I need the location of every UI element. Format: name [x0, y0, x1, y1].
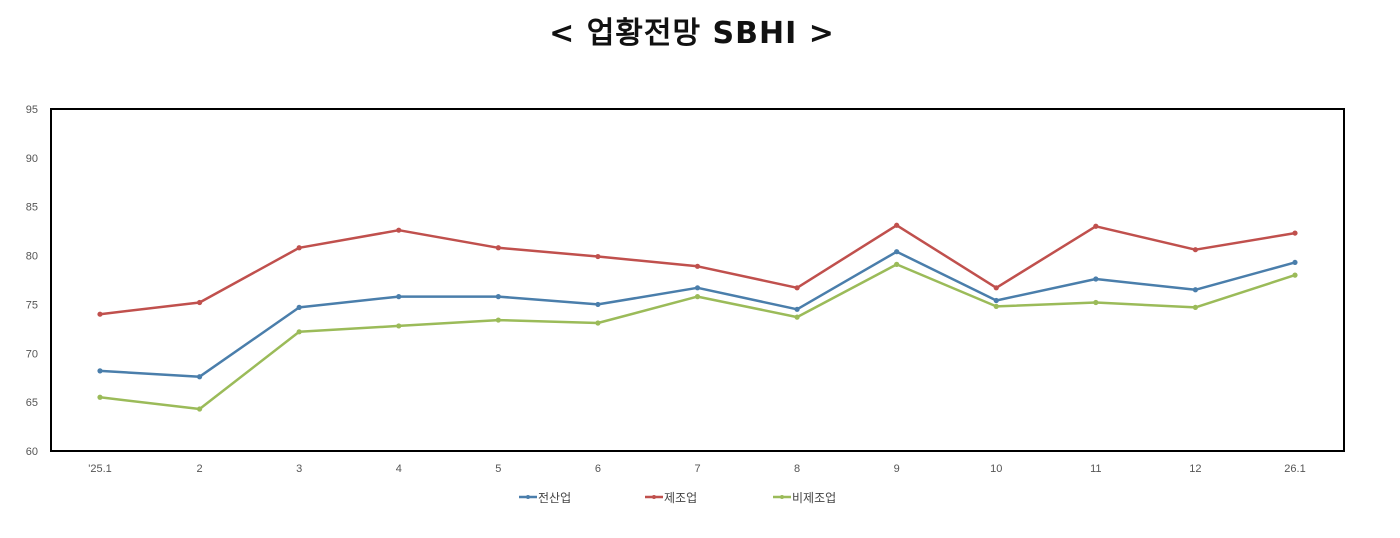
plot-area	[50, 108, 1345, 452]
legend-label: 비제조업	[792, 491, 836, 505]
data-point-marker	[1192, 247, 1199, 253]
data-point-marker	[694, 294, 701, 300]
x-tick-label: 4	[396, 463, 402, 475]
data-point-marker	[196, 406, 203, 412]
data-point-marker	[196, 374, 203, 380]
x-tick-label: 8	[794, 463, 800, 475]
chart-title: < 업황전망 SBHI >	[549, 16, 835, 51]
x-tick-label: 5	[495, 463, 501, 475]
data-point-marker	[296, 304, 302, 310]
data-point-marker	[1292, 230, 1298, 236]
data-point-marker	[993, 303, 999, 309]
series-lines	[97, 222, 1298, 412]
x-tick-label: 7	[694, 463, 700, 475]
data-point-marker	[1292, 259, 1298, 266]
data-point-marker	[495, 245, 501, 251]
data-point-marker	[296, 329, 302, 335]
data-point-marker	[296, 245, 302, 251]
legend-item: 제조업	[645, 491, 697, 505]
legend-marker	[526, 495, 530, 499]
y-tick-label: 75	[26, 299, 38, 311]
data-point-marker	[694, 285, 701, 291]
x-tick-label: 6	[595, 463, 601, 475]
data-point-marker	[595, 320, 601, 326]
data-point-marker	[495, 317, 501, 323]
data-point-marker	[794, 285, 800, 291]
legend-label: 전산업	[538, 491, 571, 505]
y-axis: 60 65 70 75 80 85 90 95	[26, 104, 38, 458]
y-tick-label: 70	[26, 348, 38, 360]
data-point-marker	[595, 301, 601, 308]
data-point-marker	[894, 222, 900, 228]
data-point-marker	[1093, 299, 1099, 306]
y-tick-label: 90	[26, 153, 38, 165]
y-tick-label: 80	[26, 251, 38, 263]
legend-label: 제조업	[664, 491, 697, 505]
legend-marker	[780, 495, 784, 499]
x-tick-label: 26.1	[1284, 463, 1305, 475]
data-point-marker	[993, 297, 999, 304]
data-point-marker	[495, 294, 501, 300]
data-point-marker	[396, 323, 402, 329]
legend: 전산업 제조업 비제조업	[519, 491, 836, 505]
x-tick-label: 2	[197, 463, 203, 475]
x-axis: '25.1 2 3 4 5 6 7 8 9 10 11 12 26.1	[88, 463, 1305, 475]
data-point-marker	[97, 311, 103, 317]
data-point-marker	[1192, 287, 1199, 293]
x-tick-label: 9	[894, 463, 900, 475]
x-tick-label: 12	[1189, 463, 1201, 475]
data-point-marker	[595, 253, 601, 260]
data-point-marker	[97, 368, 103, 374]
x-tick-label: 10	[990, 463, 1002, 475]
legend-marker	[652, 495, 656, 499]
data-point-marker	[993, 285, 999, 291]
y-tick-label: 85	[26, 202, 38, 214]
data-point-marker	[894, 261, 900, 267]
data-point-marker	[196, 299, 203, 306]
data-point-marker	[1192, 304, 1199, 310]
data-point-marker	[1093, 276, 1099, 282]
data-point-marker	[97, 394, 103, 400]
x-tick-label: 3	[296, 463, 302, 475]
data-point-marker	[794, 314, 800, 320]
data-point-marker	[894, 249, 900, 255]
data-point-marker	[794, 306, 800, 312]
data-point-marker	[396, 227, 402, 233]
data-point-marker	[1292, 272, 1298, 278]
data-point-marker	[1093, 223, 1099, 229]
y-tick-label: 95	[26, 104, 38, 116]
data-point-marker	[396, 294, 402, 300]
y-tick-label: 65	[26, 397, 38, 409]
legend-item: 비제조업	[773, 491, 836, 505]
x-tick-label: 11	[1090, 463, 1101, 475]
y-tick-label: 60	[26, 446, 38, 458]
x-tick-label: '25.1	[88, 463, 112, 475]
legend-item: 전산업	[519, 491, 571, 505]
data-point-marker	[694, 263, 701, 269]
